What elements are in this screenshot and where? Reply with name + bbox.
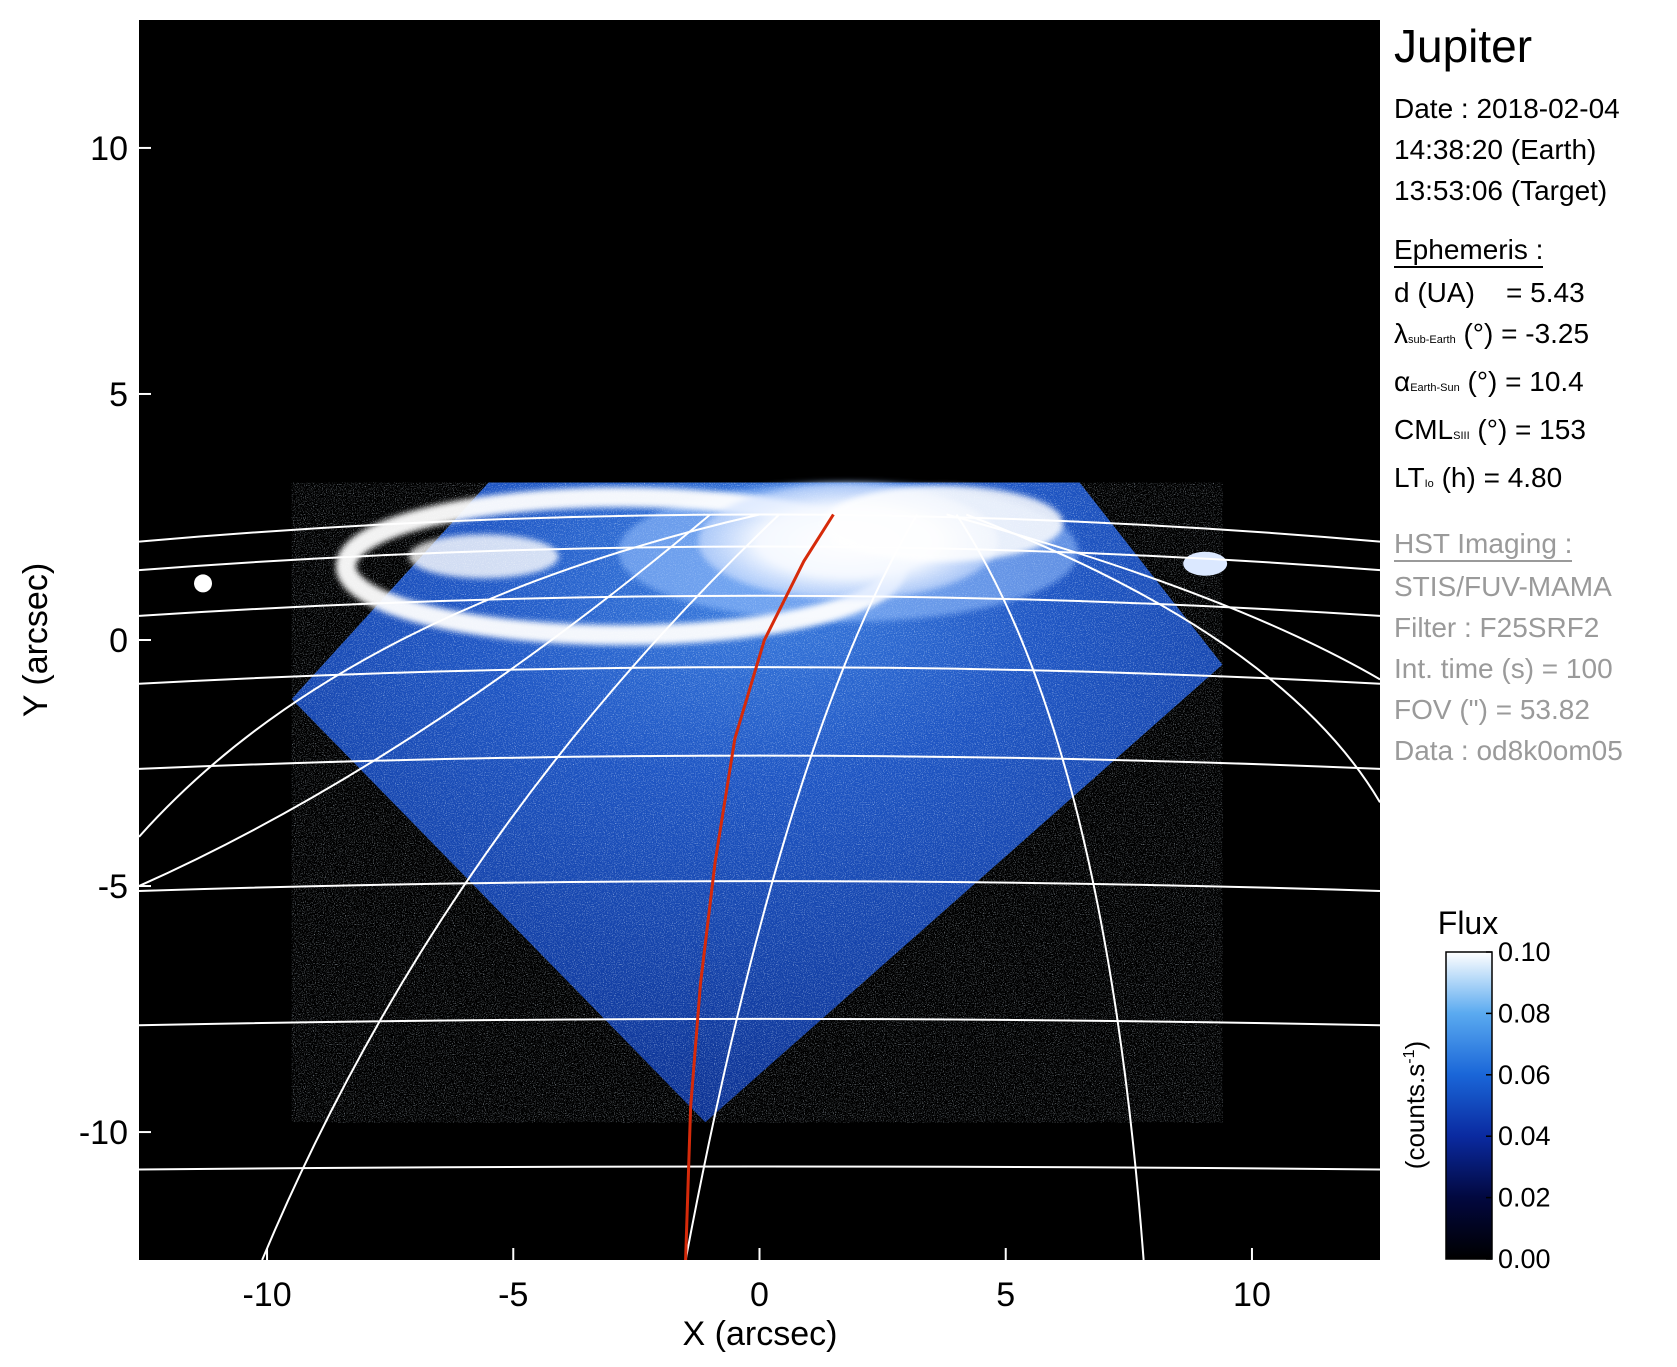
x-tick-label: -10 — [242, 1276, 291, 1314]
latitude-line — [139, 594, 1380, 617]
colorbar-unit-exponent: -1 — [1401, 1049, 1418, 1063]
hst-data-id: Data : od8k0om05 — [1394, 735, 1623, 766]
dawn-spot — [1183, 551, 1228, 576]
ephemeris-heading: Ephemeris : — [1394, 233, 1544, 268]
hst-fov: FOV (") = 53.82 — [1394, 694, 1590, 725]
colorbar-tick-label: 0.10 — [1498, 937, 1551, 967]
colorbar-title: Flux — [1438, 905, 1498, 941]
longitude-line — [965, 513, 1380, 803]
latitude-line — [139, 754, 1380, 770]
colorbar-tick-label: 0.02 — [1498, 1183, 1551, 1213]
x-tick-label: -5 — [498, 1276, 528, 1314]
x-tick-label: 0 — [750, 1276, 769, 1314]
hst-heading: HST Imaging : — [1394, 527, 1573, 562]
hst-filter: Filter : F25SRF2 — [1394, 612, 1600, 643]
ephemeris-io-local-time: LTIo (h) = 4.80 — [1394, 462, 1563, 493]
latitude-line — [139, 513, 1380, 543]
colorbar-tick-label: 0.00 — [1498, 1244, 1551, 1274]
colorbar-tick-label: 0.04 — [1498, 1121, 1551, 1151]
longitude-line — [946, 513, 1380, 681]
hst-instrument: STIS/FUV-MAMA — [1394, 571, 1612, 602]
y-tick-label: 5 — [109, 376, 128, 414]
x-axis-ticks: -10 -5 0 5 10 — [242, 1248, 1271, 1314]
x-tick-label: 10 — [1233, 1276, 1271, 1314]
latitude-line — [139, 880, 1380, 892]
ephemeris-phase-angle: αEarth-Sun (°) = 10.4 — [1394, 366, 1584, 397]
planet-name: Jupiter — [1394, 20, 1533, 72]
fov-noise-texture — [291, 482, 1223, 1123]
auroral-emission — [194, 481, 1228, 646]
latitude-line — [139, 545, 1380, 572]
y-axis-label: Y (arcsec) — [17, 563, 55, 717]
longitude-line — [684, 514, 918, 1260]
ephemeris-distance: d (UA) = 5.43 — [1394, 277, 1585, 308]
y-tick-label: -5 — [98, 868, 128, 906]
x-tick-label: 5 — [996, 1276, 1015, 1314]
info-panel: Jupiter Date : 2018-02-04 14:38:20 (Eart… — [1394, 18, 1674, 771]
y-tick-label: 0 — [109, 622, 128, 660]
longitude-line — [139, 513, 760, 838]
colorbar — [1445, 951, 1493, 1260]
latitude-line — [139, 666, 1380, 685]
colorbar-unit: (counts.s-1) — [1400, 1041, 1430, 1169]
earth-time: 14:38:20 (Earth) — [1394, 134, 1597, 165]
auroral-arc-west — [408, 534, 559, 579]
latitude-line — [139, 1165, 1380, 1171]
ephemeris-sub-earth-latitude: λsub-Earth (°) = -3.25 — [1394, 318, 1590, 349]
date-line: Date : 2018-02-04 — [1394, 93, 1620, 124]
hst-int-time: Int. time (s) = 100 — [1394, 653, 1613, 684]
target-time: 13:53:06 (Target) — [1394, 175, 1608, 206]
y-axis-ticks: 10 5 0 -5 -10 — [79, 130, 151, 1152]
x-axis-label: X (arcsec) — [683, 1315, 838, 1353]
planet-grid — [139, 513, 1380, 1260]
y-tick-label: -10 — [79, 1114, 128, 1152]
longitude-line — [261, 513, 780, 1260]
io-spot — [194, 574, 213, 593]
polar-emission-dawn — [823, 485, 1064, 562]
io-footprint-track — [684, 513, 835, 1260]
colorbar-tick-label: 0.06 — [1498, 1060, 1551, 1090]
colorbar-ticks: 0.00 0.02 0.04 0.06 0.08 0.10 — [1486, 937, 1551, 1274]
colorbar-tick-label: 0.08 — [1498, 998, 1551, 1028]
longitude-line — [139, 513, 711, 887]
latitude-line — [139, 1017, 1380, 1027]
longitude-line — [955, 513, 1145, 1260]
ephemeris-cml: CMLSIII (°) = 153 — [1394, 414, 1586, 445]
y-tick-label: 10 — [90, 130, 128, 168]
